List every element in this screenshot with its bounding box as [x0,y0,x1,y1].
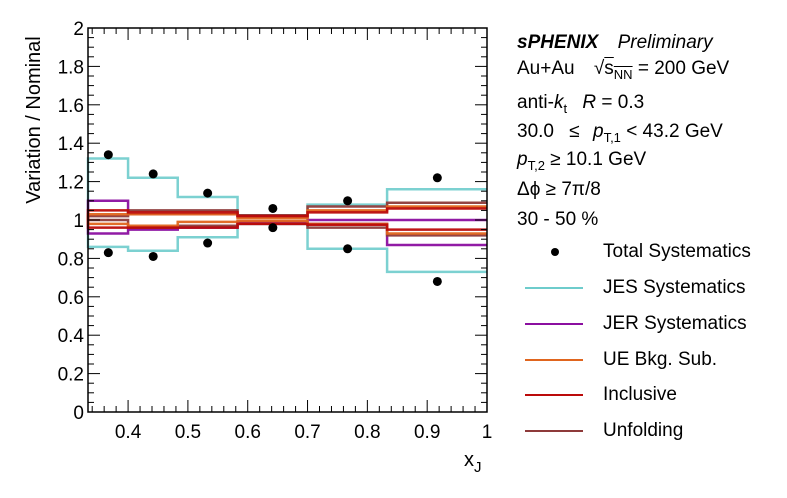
y-tick-label: 0.2 [58,365,84,386]
y-tick-label: 0.8 [58,249,84,270]
line-marker-icon [525,287,583,289]
y-axis-title: Variation / Nominal [23,36,45,203]
legend-swatch [525,240,583,264]
total-syst-up-point [343,196,353,206]
legend-label: UE Bkg. Sub. [603,349,718,370]
x-tick-label: 0.4 [115,422,142,443]
experiment-label: sPHENIX Preliminary [517,33,713,52]
energy-value: = 200 GeV [637,58,730,79]
pt2-p: p [517,149,528,170]
sqrt-s: sNN [604,58,633,82]
legend-swatch [525,276,583,300]
total-syst-up-point [203,188,213,198]
inclusive-up-step [86,207,487,220]
line-marker-icon [525,430,583,432]
pt1-le: ≤ [569,121,580,142]
total-syst-up-point [268,203,278,213]
total-syst-down-point [103,248,113,258]
jes-systematics-down-step [86,220,487,274]
pt1-cut: 30.0 ≤ pT,1 < 43.2 GeV [517,122,723,144]
total-syst-down-point [432,276,442,286]
legend-item-total: Total Systematics [525,240,751,264]
x-tick-label: 0.5 [175,422,201,443]
radius-value: = 0.3 [601,92,645,113]
pt2-sub: T,2 [527,158,545,173]
total-syst-down-point [343,244,353,254]
y-tick-label: 1.6 [58,96,84,117]
legend-item-jer: JER Systematics [525,312,747,336]
line-marker-icon [525,394,583,396]
radius-label: R [582,92,597,113]
x-axis-title-sub: J [474,459,482,476]
legend-swatch [525,419,583,443]
legend-label: Unfolding [603,420,684,441]
x-tick-label: 1 [482,422,493,443]
line-marker-icon [525,359,583,361]
legend-item-inclusive: Inclusive [525,383,677,407]
y-tick-label: 1.2 [58,173,84,194]
plot-area [86,150,487,286]
line-marker-icon [525,323,583,325]
total-syst-down-point [148,251,158,261]
total-syst-up-point [148,169,158,179]
legend-label: JES Systematics [603,277,746,298]
total-syst-down-point [203,238,213,248]
sqrt-symbol: √ [593,58,605,79]
y-tick-label: 0.4 [58,326,85,347]
x-axis-title: xJ [464,449,482,476]
algo-prefix: anti- [517,92,554,113]
x-tick-label: 0.9 [414,422,440,443]
s-symbol: s [604,58,614,79]
pt1-p: p [592,121,604,142]
legend-item-ue: UE Bkg. Sub. [525,348,717,372]
legend-swatch [525,348,583,372]
s-subscript: NN [613,67,633,82]
dot-marker-icon [551,248,559,256]
total-syst-down-point [268,223,278,233]
experiment-name: sPHENIX [517,32,599,53]
total-syst-up-point [103,150,113,160]
y-tick-label: 0.6 [58,288,84,309]
algo-k: k [553,92,564,113]
system-label: Au+Au [517,58,575,79]
dphi-cut: Δϕ ≥ 7π/8 [517,179,601,200]
pt1-high: < 43.2 GeV [626,121,723,142]
y-tick-label: 1 [73,211,84,232]
centrality-label: 30 - 50 % [517,209,599,230]
jet-algorithm: anti-kt R = 0.3 [517,93,644,115]
legend-item-jes: JES Systematics [525,276,746,300]
legend-label: Total Systematics [603,241,751,262]
y-tick-label: 1.4 [58,134,85,155]
pt2-cut: pT,2 ≥ 10.1 GeV [517,150,646,172]
status-label: Preliminary [617,32,713,53]
pt2-value: ≥ 10.1 GeV [550,149,647,170]
x-tick-label: 0.8 [354,422,380,443]
y-tick-label: 2 [73,19,84,40]
collision-system: Au+Au √sNN = 200 GeV [517,59,729,81]
inclusive-down-step [86,220,487,231]
total-syst-up-point [432,173,442,183]
legend-label: JER Systematics [603,313,747,334]
legend-swatch [525,312,583,336]
algo-k-sub: t [563,101,568,116]
pt1-sub: T,1 [603,130,621,145]
y-tick-label: 1.8 [58,57,84,78]
x-tick-label: 0.6 [235,422,261,443]
axes: 0 0.2 0.4 0.6 0.8 1 1.2 1.4 1.6 1.8 2 0.4 0.5 0.6 0.7 0… [58,19,493,443]
x-axis-title-main: x [464,449,474,471]
legend-label: Inclusive [603,384,677,405]
x-tick-label: 0.7 [294,422,320,443]
legend-swatch [525,383,583,407]
legend-item-unfolding: Unfolding [525,419,683,443]
pt1-low: 30.0 [517,121,554,142]
y-tick-label: 0 [73,403,84,424]
